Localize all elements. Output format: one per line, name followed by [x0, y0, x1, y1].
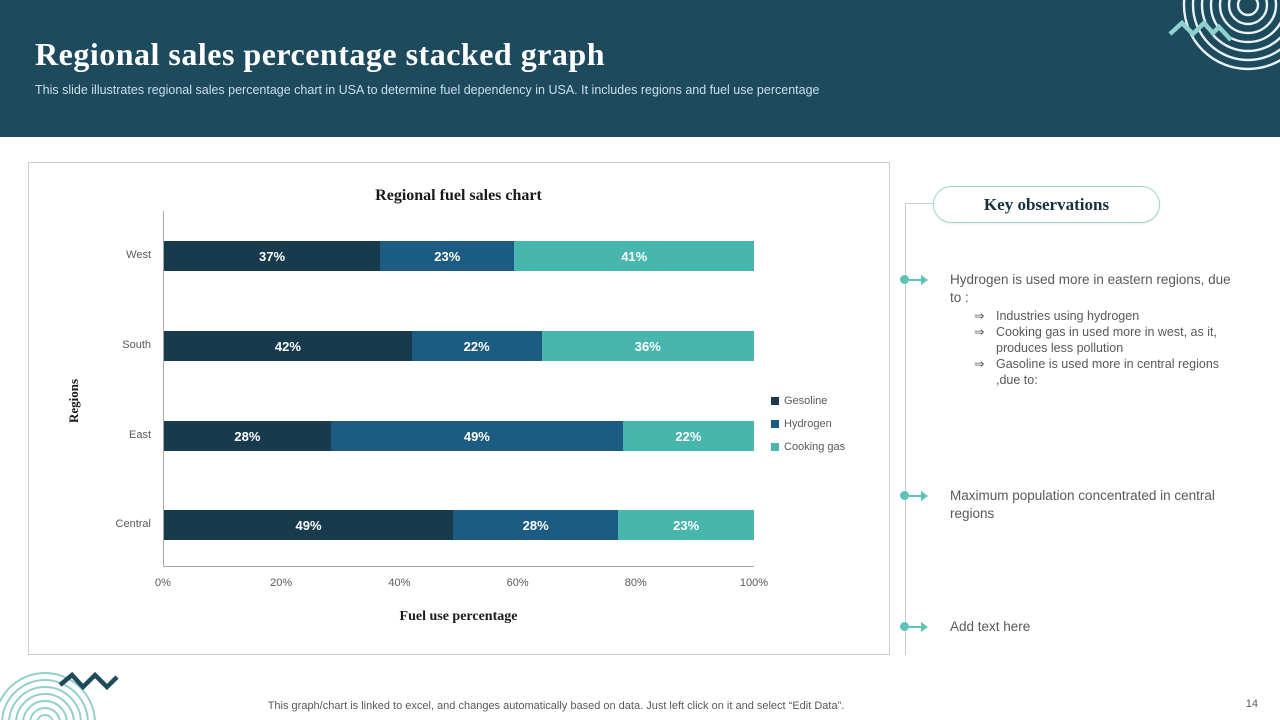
legend-item: Cooking gas — [771, 435, 845, 458]
legend-item: Hydrogen — [771, 412, 845, 435]
bar-segment: 49% — [330, 421, 623, 451]
data-label: 37% — [259, 248, 286, 264]
x-tick-label: 100% — [739, 577, 769, 589]
legend-swatch-icon — [771, 419, 779, 428]
chart-legend: Gesoline Hydrogen Cooking gas — [771, 389, 845, 458]
data-label: 36% — [634, 338, 661, 354]
data-label: 49% — [463, 428, 490, 444]
observation-subtext: Industries using hydrogen — [996, 309, 1140, 323]
bar-segment: 36% — [541, 331, 754, 361]
data-label: 22% — [675, 428, 702, 444]
zigzag-icon — [58, 671, 119, 691]
bar-row: 28% 49% 22% — [164, 421, 754, 451]
observation-subitem: ⇒ Gasoline is used more in central region… — [974, 356, 1242, 388]
data-label: 41% — [621, 248, 648, 264]
bullet-arrow-icon — [896, 621, 930, 633]
category-label: South — [122, 339, 151, 351]
bar-row: 42% 22% 36% — [164, 331, 754, 361]
legend-item: Gesoline — [771, 389, 845, 412]
x-tick-label: 0% — [155, 577, 171, 589]
x-tick-label: 40% — [388, 577, 411, 589]
footer-note: This graph/chart is linked to excel, and… — [267, 700, 845, 712]
data-label: 49% — [295, 517, 322, 533]
observation-subitem: ⇒ Industries using hydrogen — [974, 308, 1242, 324]
category-label: East — [128, 429, 151, 441]
observation-sublist: ⇒ Industries using hydrogen ⇒ Cooking gas i… — [974, 308, 1242, 388]
observation-subtext: Gasoline is used more in central regions… — [996, 357, 1220, 387]
concentric-circles-icon — [1168, 0, 1280, 71]
data-label: 28% — [234, 428, 261, 444]
observation-item: Maximum population concentrated in centr… — [896, 487, 1246, 523]
x-axis-title: Fuel use percentage — [399, 609, 518, 624]
legend-swatch-icon — [771, 442, 779, 451]
observation-text: Hydrogen is used more in eastern regions… — [950, 272, 1231, 305]
category-label: West — [126, 249, 151, 261]
x-tick-label: 80% — [624, 577, 647, 589]
legend-label: Hydrogen — [784, 417, 832, 430]
observation-text: Add text here — [950, 619, 1031, 634]
observation-item[interactable]: Add text here — [896, 618, 1246, 636]
bar-segment: 28% — [164, 421, 331, 451]
category-label: Central — [115, 518, 151, 530]
bar-segment: 49% — [164, 510, 454, 540]
observation-text: Maximum population concentrated in centr… — [950, 488, 1215, 521]
observation-subitem: ⇒ Cooking gas in used more in west, as it… — [974, 324, 1242, 356]
bar-segment: 23% — [380, 241, 515, 271]
bar-segment: 42% — [164, 331, 412, 361]
data-label: 22% — [463, 338, 490, 354]
key-observations-label: Key observations — [983, 194, 1110, 214]
bar-segment: 41% — [514, 241, 754, 271]
concentric-circles-icon — [0, 671, 119, 720]
key-observations-header: Key observations — [933, 186, 1160, 223]
bullet-arrow-icon — [896, 490, 930, 502]
page-number: 14 — [1245, 698, 1258, 710]
bar-row: 37% 23% 41% — [164, 241, 754, 271]
data-label: 28% — [522, 517, 549, 533]
observation-item: Hydrogen is used more in eastern regions… — [896, 271, 1246, 388]
double-arrow-icon: ⇒ — [974, 357, 985, 371]
bar-segment: 22% — [622, 421, 754, 451]
double-arrow-icon: ⇒ — [974, 309, 985, 323]
chart-title: Regional fuel sales chart — [375, 187, 542, 204]
header-band: Regional sales percentage stacked graph … — [0, 0, 1280, 137]
y-axis-title: Regions — [66, 378, 81, 424]
connector-line-vertical — [905, 203, 906, 655]
bar-segment: 22% — [411, 331, 542, 361]
legend-label: Cooking gas — [784, 440, 846, 453]
bullet-arrow-icon — [896, 274, 930, 286]
data-label: 23% — [434, 248, 461, 264]
x-tick-label: 20% — [270, 577, 293, 589]
connector-line-horizontal — [905, 203, 933, 204]
legend-label: Gesoline — [784, 394, 828, 407]
page-title: Regional sales percentage stacked graph — [35, 36, 605, 72]
observation-subtext: Cooking gas in used more in west, as it,… — [996, 325, 1217, 355]
double-arrow-icon: ⇒ — [974, 325, 985, 339]
data-label: 23% — [673, 517, 700, 533]
x-tick-label: 60% — [506, 577, 529, 589]
bar-segment: 23% — [618, 510, 754, 540]
page-subtitle: This slide illustrates regional sales pe… — [35, 83, 820, 97]
bar-segment: 37% — [164, 241, 381, 271]
bar-row: 49% 28% 23% — [164, 510, 754, 540]
zigzag-icon — [1168, 19, 1233, 42]
legend-swatch-icon — [771, 396, 779, 405]
plot-area: 37% 23% 41% 42% 22% 36% 28% 49% 22% 49% 28% 23% — [163, 211, 754, 567]
data-label: 42% — [274, 338, 301, 354]
chart-object[interactable]: Regional fuel sales chart Regions 37% 23%… — [28, 162, 890, 655]
bar-segment: 28% — [453, 510, 619, 540]
